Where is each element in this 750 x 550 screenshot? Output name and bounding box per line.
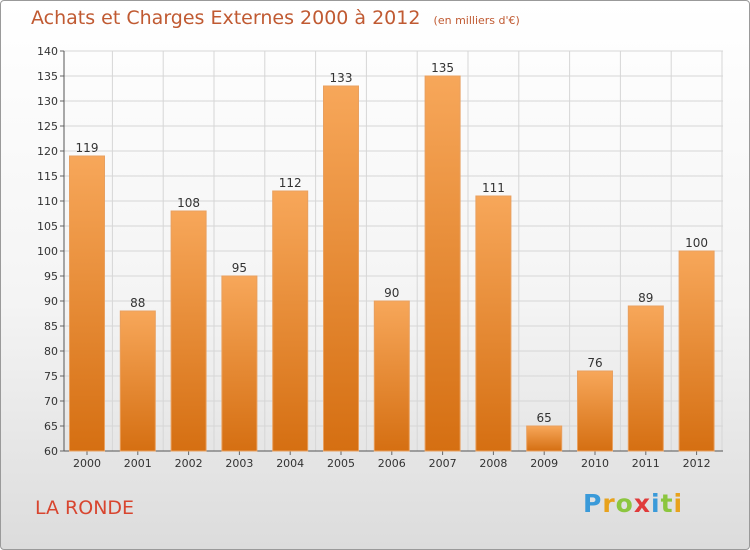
x-tick-label: 2006 bbox=[378, 457, 406, 470]
bar-2010 bbox=[577, 370, 613, 452]
x-tick-label: 2008 bbox=[479, 457, 507, 470]
x-tick-label: 2005 bbox=[327, 457, 355, 470]
bar-value-label: 108 bbox=[177, 196, 200, 210]
y-tick-label: 135 bbox=[37, 70, 58, 83]
logo-letter: x bbox=[633, 489, 651, 518]
x-tick-label: 2003 bbox=[225, 457, 253, 470]
x-tick-label: 2001 bbox=[124, 457, 152, 470]
chart-title: Achats et Charges Externes 2000 à 2012 bbox=[31, 7, 421, 29]
bar-2004 bbox=[272, 190, 309, 452]
bar-value-label: 89 bbox=[638, 291, 653, 305]
y-tick-label: 125 bbox=[37, 120, 58, 133]
bar-value-label: 88 bbox=[130, 296, 145, 310]
logo-letter: o bbox=[615, 489, 634, 518]
logo-letter: i bbox=[673, 489, 684, 518]
logo-letter: t bbox=[660, 489, 674, 518]
y-tick-label: 140 bbox=[37, 45, 58, 58]
y-tick-label: 110 bbox=[37, 195, 58, 208]
bar-2005 bbox=[323, 85, 359, 452]
chart-unit: (en milliers d'€) bbox=[433, 14, 520, 27]
bar-value-label: 111 bbox=[482, 181, 505, 195]
bar-value-label: 76 bbox=[587, 356, 602, 370]
bar-2006 bbox=[373, 300, 410, 452]
bar-2009 bbox=[526, 425, 563, 452]
y-tick-label: 70 bbox=[44, 395, 58, 408]
y-tick-label: 65 bbox=[44, 420, 58, 433]
commune-name: LA RONDE bbox=[35, 497, 135, 519]
y-tick-label: 100 bbox=[37, 245, 58, 258]
bar-value-label: 119 bbox=[76, 141, 99, 155]
bar-2011 bbox=[627, 305, 664, 452]
logo-letter: i bbox=[651, 489, 661, 518]
y-tick-label: 80 bbox=[44, 345, 58, 358]
bars bbox=[69, 75, 715, 452]
bar-value-label: 133 bbox=[330, 71, 353, 85]
bar-2008 bbox=[475, 195, 512, 452]
bar-value-label: 112 bbox=[279, 176, 302, 190]
bar-2003 bbox=[221, 275, 258, 452]
y-tick-label: 85 bbox=[44, 320, 58, 333]
bar-value-label: 65 bbox=[537, 411, 552, 425]
x-tick-label: 2011 bbox=[632, 457, 660, 470]
y-tick-label: 75 bbox=[44, 370, 58, 383]
x-tick-label: 2000 bbox=[73, 457, 101, 470]
y-tick-label: 120 bbox=[37, 145, 58, 158]
bar-value-label: 90 bbox=[384, 286, 399, 300]
y-tick-label: 95 bbox=[44, 270, 58, 283]
bar-value-label: 135 bbox=[431, 61, 454, 75]
bar-2000 bbox=[69, 155, 105, 452]
x-tick-label: 2002 bbox=[175, 457, 203, 470]
x-tick-label: 2012 bbox=[683, 457, 711, 470]
logo-letter: r bbox=[602, 489, 616, 518]
proxiti-logo: Proxiti bbox=[583, 489, 683, 518]
y-tick-label: 90 bbox=[44, 295, 58, 308]
bar-2012 bbox=[678, 250, 715, 452]
y-tick-label: 130 bbox=[37, 95, 58, 108]
bar-value-label: 100 bbox=[685, 236, 708, 250]
x-tick-label: 2004 bbox=[276, 457, 304, 470]
x-tick-label: 2007 bbox=[429, 457, 457, 470]
y-tick-label: 115 bbox=[37, 170, 58, 183]
x-tick-label: 2009 bbox=[530, 457, 558, 470]
labels: 60 65 70 75 80 85 90 95 100 105 110 115 120 125 130 135… bbox=[37, 45, 711, 470]
bar-2007 bbox=[424, 75, 461, 452]
chart-title-block: Achats et Charges Externes 2000 à 2012 (… bbox=[31, 7, 520, 29]
bar-value-label: 95 bbox=[232, 261, 247, 275]
x-tick-label: 2010 bbox=[581, 457, 609, 470]
bar-2001 bbox=[119, 310, 156, 452]
logo-letter: P bbox=[583, 489, 603, 518]
bar-2002 bbox=[170, 210, 207, 452]
y-tick-label: 105 bbox=[37, 220, 58, 233]
y-tick-label: 60 bbox=[44, 445, 58, 458]
